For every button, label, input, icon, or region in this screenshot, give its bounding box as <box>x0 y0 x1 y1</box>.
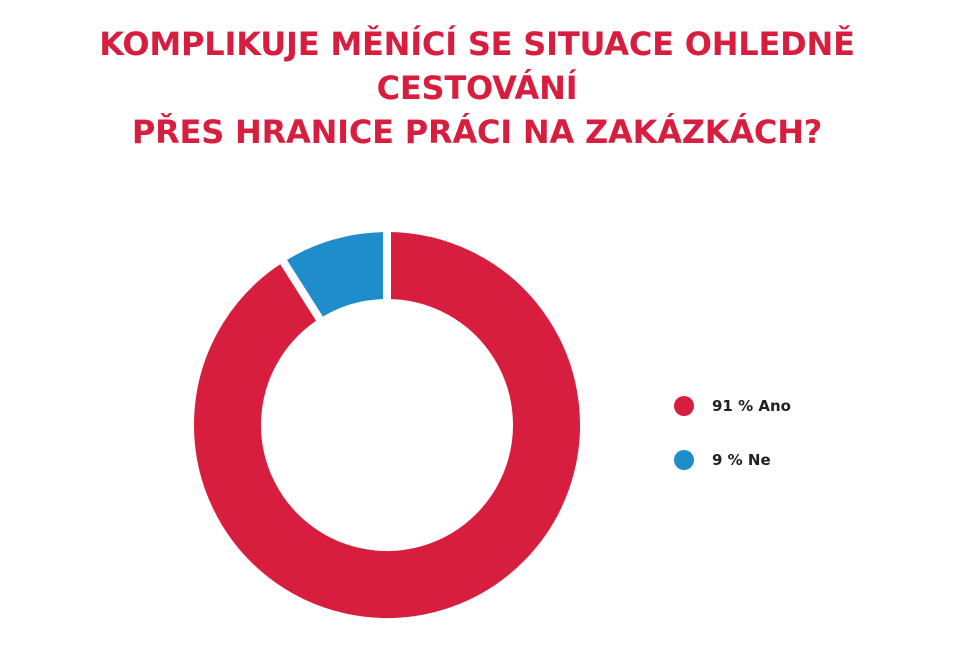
chart-title: KOMPLIKUJE MĚNÍCÍ SE SITUACE OHLEDNĚ CES… <box>0 22 954 154</box>
donut-slices <box>186 223 588 626</box>
legend-label-ne: 9 % Ne <box>712 451 771 469</box>
legend-label-ano: 91 % Ano <box>712 397 791 415</box>
donut-slice-ano <box>186 223 588 626</box>
legend-marker-ne <box>674 450 694 470</box>
chart-title-line-2: PŘES HRANICE PRÁCI NA ZAKÁZKÁCH? <box>131 113 823 151</box>
legend-marker-ano <box>674 396 694 416</box>
donut-slice-ne <box>275 223 391 328</box>
chart-legend: 91 % Ano 9 % Ne <box>674 396 791 470</box>
chart-title-line-1: KOMPLIKUJE MĚNÍCÍ SE SITUACE OHLEDNĚ CES… <box>99 25 855 107</box>
